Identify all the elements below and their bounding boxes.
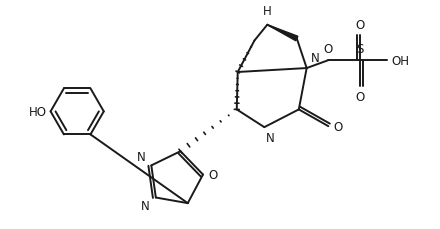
Text: N: N — [141, 200, 150, 213]
Text: O: O — [208, 168, 217, 181]
Text: S: S — [356, 43, 363, 56]
Text: H: H — [263, 5, 271, 18]
Text: N: N — [311, 52, 319, 65]
Polygon shape — [267, 26, 298, 41]
Text: OH: OH — [392, 55, 409, 67]
Text: O: O — [355, 19, 364, 31]
Text: HO: HO — [29, 105, 47, 118]
Text: N: N — [266, 131, 275, 144]
Text: O: O — [355, 90, 364, 103]
Text: O: O — [324, 43, 333, 56]
Text: N: N — [137, 151, 145, 164]
Text: O: O — [333, 120, 342, 133]
